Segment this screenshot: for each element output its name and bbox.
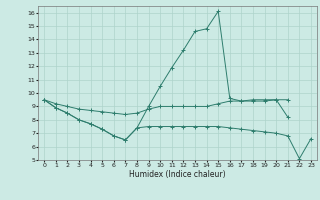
X-axis label: Humidex (Indice chaleur): Humidex (Indice chaleur) xyxy=(129,170,226,179)
